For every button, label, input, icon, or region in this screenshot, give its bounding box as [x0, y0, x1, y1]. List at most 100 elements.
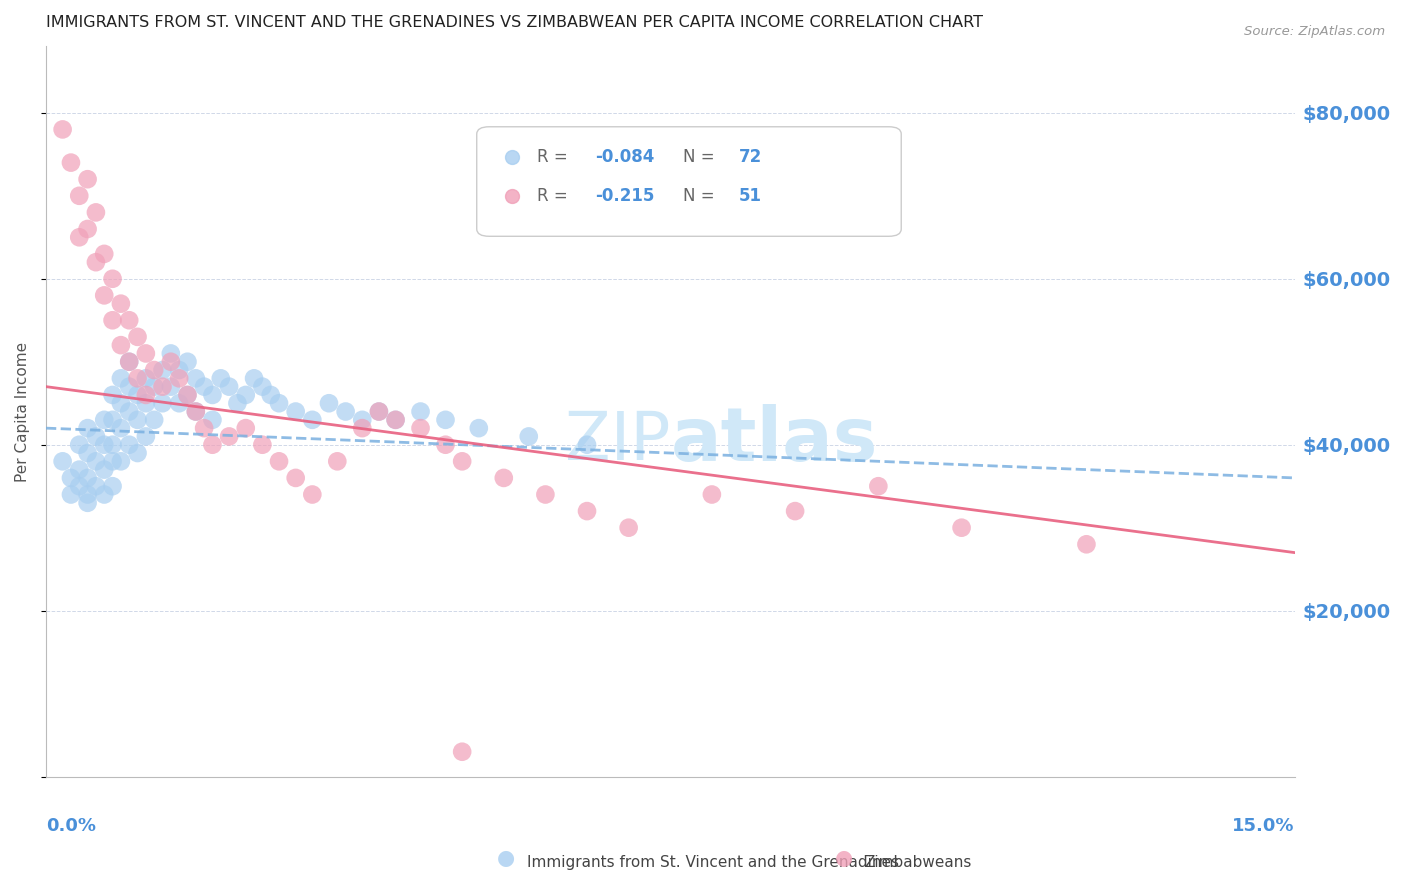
Point [409, 404, 432, 418]
Text: R =: R = [537, 148, 572, 167]
Point [84, 429, 107, 443]
Point [52, 122, 75, 136]
Point [284, 404, 307, 418]
Point [318, 396, 340, 410]
Point [118, 355, 141, 369]
Y-axis label: Per Capita Income: Per Capita Income [15, 342, 30, 482]
Point [193, 421, 215, 435]
Point [267, 454, 290, 468]
Point [218, 379, 240, 393]
Point [284, 471, 307, 485]
Point [160, 346, 183, 360]
Point [52, 454, 75, 468]
Point [93, 487, 115, 501]
Point [67, 189, 90, 203]
Point [118, 355, 141, 369]
Point [110, 396, 132, 410]
Point [193, 379, 215, 393]
Text: IMMIGRANTS FROM ST. VINCENT AND THE GRENADINES VS ZIMBABWEAN PER CAPITA INCOME C: IMMIGRANTS FROM ST. VINCENT AND THE GREN… [46, 15, 983, 30]
Point [118, 379, 141, 393]
Point [76, 446, 98, 460]
Text: 15.0%: 15.0% [1232, 817, 1295, 835]
Point [101, 479, 124, 493]
Point [226, 396, 249, 410]
Point [101, 438, 124, 452]
Point [201, 438, 224, 452]
Point [110, 296, 132, 310]
Point [135, 346, 157, 360]
Point [700, 487, 723, 501]
Point [451, 745, 474, 759]
Point [127, 413, 149, 427]
Text: ●: ● [498, 848, 515, 868]
Point [352, 413, 374, 427]
Point [167, 371, 190, 385]
Point [93, 438, 115, 452]
Point [135, 388, 157, 402]
Point [167, 396, 190, 410]
Point [184, 404, 207, 418]
Text: R =: R = [537, 187, 572, 205]
Point [160, 379, 183, 393]
Point [59, 487, 82, 501]
Point [167, 363, 190, 377]
Point [152, 379, 174, 393]
Point [135, 371, 157, 385]
Point [118, 438, 141, 452]
Point [368, 404, 391, 418]
Text: 0.0%: 0.0% [46, 817, 96, 835]
Point [451, 454, 474, 468]
Point [260, 388, 283, 402]
Point [352, 421, 374, 435]
Point [235, 388, 257, 402]
Point [517, 429, 540, 443]
Point [152, 363, 174, 377]
Point [617, 521, 640, 535]
Point [76, 487, 98, 501]
Point [1076, 537, 1098, 551]
Point [143, 413, 166, 427]
Point [576, 438, 599, 452]
Point [110, 338, 132, 352]
Point [93, 247, 115, 261]
Point [101, 272, 124, 286]
Point [67, 438, 90, 452]
Point [576, 504, 599, 518]
Point [209, 371, 232, 385]
Point [76, 471, 98, 485]
Point [201, 413, 224, 427]
Point [127, 446, 149, 460]
Point [176, 388, 198, 402]
Point [184, 404, 207, 418]
Text: Source: ZipAtlas.com: Source: ZipAtlas.com [1244, 25, 1385, 38]
Point [184, 371, 207, 385]
Point [101, 413, 124, 427]
Point [59, 471, 82, 485]
Point [101, 454, 124, 468]
Point [101, 313, 124, 327]
Point [84, 454, 107, 468]
Text: -0.084: -0.084 [595, 148, 655, 167]
Point [101, 388, 124, 402]
Point [201, 388, 224, 402]
Point [76, 172, 98, 186]
Text: Zimbabweans: Zimbabweans [865, 855, 972, 870]
Point [93, 413, 115, 427]
Point [252, 438, 274, 452]
Text: Immigrants from St. Vincent and the Grenadines: Immigrants from St. Vincent and the Gren… [527, 855, 900, 870]
Point [143, 379, 166, 393]
Point [127, 388, 149, 402]
Point [76, 222, 98, 236]
Point [67, 479, 90, 493]
Point [152, 396, 174, 410]
Text: -0.215: -0.215 [595, 187, 655, 205]
Point [409, 421, 432, 435]
Point [110, 371, 132, 385]
Point [67, 462, 90, 476]
Point [434, 413, 457, 427]
Point [118, 404, 141, 418]
Point [434, 438, 457, 452]
Point [267, 396, 290, 410]
Point [868, 479, 890, 493]
Point [335, 404, 357, 418]
